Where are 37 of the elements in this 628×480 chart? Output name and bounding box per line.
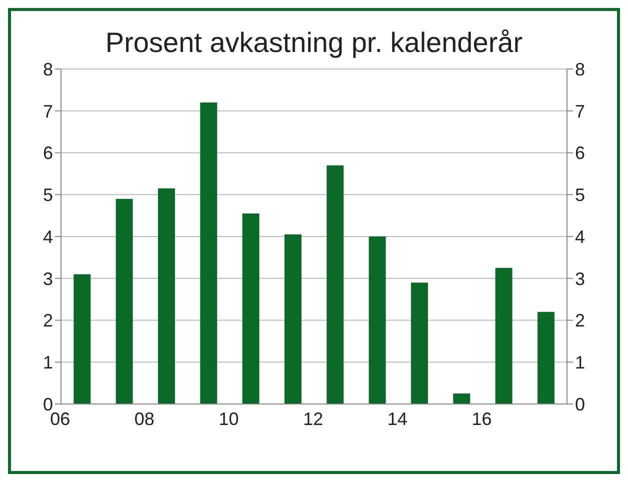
y2-tick-label: 5 (575, 185, 586, 206)
bar (200, 102, 218, 404)
y2-tick-label: 7 (575, 101, 586, 122)
y2-tick-label: 2 (575, 310, 586, 331)
x-tick-label: 10 (218, 408, 239, 429)
x-tick-label: 14 (387, 408, 408, 429)
y-tick-label: 4 (42, 226, 53, 247)
bar (453, 394, 470, 404)
bar (116, 198, 133, 404)
bar (242, 213, 260, 404)
y-tick-label: 7 (42, 101, 53, 122)
y-tick-label: 8 (42, 59, 53, 80)
bar (326, 165, 344, 404)
bar (284, 234, 302, 404)
bar (368, 236, 386, 404)
y2-tick-label: 4 (575, 226, 586, 247)
y-tick-label: 5 (42, 185, 53, 206)
bar (410, 282, 428, 404)
bar (158, 188, 175, 404)
y-tick-label: 6 (42, 143, 53, 164)
y-tick-label: 1 (42, 352, 53, 373)
bar (537, 312, 554, 404)
x-tick-label: 12 (303, 408, 324, 429)
y-tick-label: 0 (42, 394, 53, 414)
x-tick-label: 08 (134, 408, 154, 429)
bar (495, 268, 512, 404)
y2-tick-label: 1 (575, 352, 586, 373)
x-tick-label: 06 (50, 408, 70, 429)
y2-tick-label: 6 (575, 143, 586, 164)
y-tick-label: 3 (42, 268, 53, 289)
y2-tick-label: 8 (575, 59, 586, 80)
y2-tick-label: 0 (575, 394, 586, 414)
y-tick-label: 2 (42, 310, 53, 331)
x-tick-label: 16 (472, 408, 492, 429)
y2-tick-label: 3 (575, 268, 586, 289)
chart-title: Prosent avkastning pr. kalenderår (104, 27, 524, 59)
bar (74, 274, 91, 404)
